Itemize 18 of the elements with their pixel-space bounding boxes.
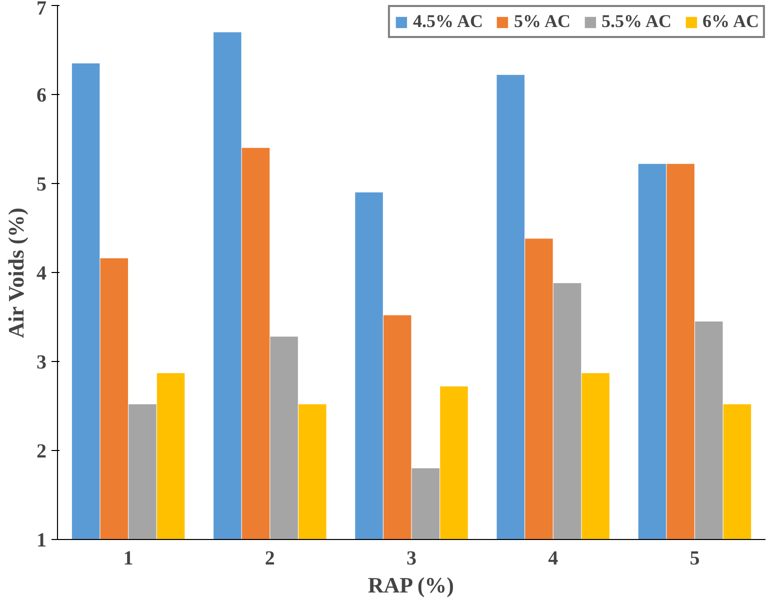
y-tick-label: 4 — [36, 262, 46, 284]
legend-label: 6% AC — [702, 11, 759, 32]
x-tick-label: 3 — [406, 548, 416, 570]
y-tick-label: 6 — [36, 84, 46, 106]
y-tick-label: 5 — [36, 174, 46, 196]
legend-label: 5% AC — [514, 11, 570, 32]
x-tick-label: 1 — [123, 548, 134, 570]
y-tick-label: 7 — [36, 0, 46, 20]
legend-label: 5.5% AC — [601, 11, 672, 32]
x-tick-label: 4 — [548, 548, 558, 570]
x-axis-title: RAP (%) — [368, 572, 454, 598]
y-tick-label: 1 — [36, 530, 46, 552]
y-tick-label: 2 — [36, 440, 46, 462]
x-tick-label: 5 — [690, 548, 700, 570]
y-axis-title: Air Voids (%) — [4, 208, 28, 338]
y-tick-label: 3 — [36, 352, 46, 374]
legend-label: 4.5% AC — [412, 11, 483, 32]
x-tick-label: 2 — [264, 548, 275, 570]
